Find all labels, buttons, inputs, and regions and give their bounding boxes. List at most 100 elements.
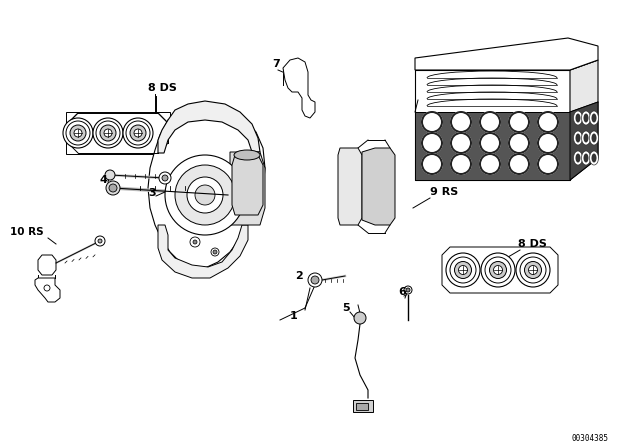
Circle shape bbox=[450, 111, 472, 133]
Circle shape bbox=[193, 240, 197, 244]
Polygon shape bbox=[570, 102, 598, 180]
Circle shape bbox=[159, 172, 171, 184]
Ellipse shape bbox=[74, 129, 82, 137]
Circle shape bbox=[95, 236, 105, 246]
Text: 3: 3 bbox=[148, 188, 156, 198]
Text: 4: 4 bbox=[100, 175, 108, 185]
Polygon shape bbox=[415, 60, 598, 70]
Ellipse shape bbox=[589, 151, 598, 165]
Circle shape bbox=[213, 250, 217, 254]
Polygon shape bbox=[148, 110, 265, 268]
Ellipse shape bbox=[582, 151, 591, 165]
Circle shape bbox=[44, 285, 50, 291]
Circle shape bbox=[510, 113, 528, 131]
Ellipse shape bbox=[70, 125, 86, 141]
Ellipse shape bbox=[582, 111, 591, 125]
Circle shape bbox=[450, 132, 472, 154]
Ellipse shape bbox=[66, 121, 90, 145]
Circle shape bbox=[539, 113, 557, 131]
Circle shape bbox=[508, 111, 530, 133]
Circle shape bbox=[98, 239, 102, 243]
Circle shape bbox=[450, 153, 472, 175]
Circle shape bbox=[106, 181, 120, 195]
Text: 5: 5 bbox=[342, 303, 349, 313]
Circle shape bbox=[423, 134, 441, 152]
Circle shape bbox=[109, 184, 117, 192]
Ellipse shape bbox=[584, 134, 589, 142]
Ellipse shape bbox=[575, 113, 580, 122]
Ellipse shape bbox=[63, 118, 93, 148]
Circle shape bbox=[354, 312, 366, 324]
Circle shape bbox=[537, 111, 559, 133]
Text: 7: 7 bbox=[272, 59, 280, 69]
Circle shape bbox=[211, 248, 219, 256]
Circle shape bbox=[423, 113, 441, 131]
Text: 8 DS: 8 DS bbox=[148, 83, 177, 93]
Circle shape bbox=[479, 111, 501, 133]
Circle shape bbox=[406, 288, 410, 292]
Ellipse shape bbox=[493, 266, 502, 275]
Ellipse shape bbox=[589, 111, 598, 125]
Text: 2: 2 bbox=[295, 271, 303, 281]
Ellipse shape bbox=[591, 134, 596, 142]
Circle shape bbox=[510, 134, 528, 152]
Ellipse shape bbox=[96, 121, 120, 145]
Ellipse shape bbox=[130, 125, 146, 141]
Circle shape bbox=[481, 155, 499, 173]
Circle shape bbox=[452, 113, 470, 131]
Circle shape bbox=[450, 153, 472, 175]
Circle shape bbox=[175, 165, 235, 225]
Ellipse shape bbox=[591, 154, 596, 163]
Polygon shape bbox=[338, 148, 362, 225]
Polygon shape bbox=[362, 148, 395, 225]
Text: 9 RS: 9 RS bbox=[430, 187, 458, 197]
Ellipse shape bbox=[529, 266, 538, 275]
Ellipse shape bbox=[525, 262, 541, 279]
Ellipse shape bbox=[93, 118, 123, 148]
Ellipse shape bbox=[591, 113, 596, 122]
Ellipse shape bbox=[582, 131, 591, 145]
Circle shape bbox=[311, 276, 319, 284]
Polygon shape bbox=[415, 112, 570, 180]
Ellipse shape bbox=[584, 113, 589, 122]
Ellipse shape bbox=[446, 253, 480, 287]
Polygon shape bbox=[415, 70, 570, 180]
Circle shape bbox=[452, 155, 470, 173]
Polygon shape bbox=[415, 38, 598, 70]
Polygon shape bbox=[230, 152, 265, 225]
Ellipse shape bbox=[520, 257, 546, 283]
Text: 8 DS: 8 DS bbox=[518, 239, 547, 249]
Circle shape bbox=[479, 132, 501, 154]
Ellipse shape bbox=[481, 253, 515, 287]
Ellipse shape bbox=[575, 154, 580, 163]
Circle shape bbox=[421, 153, 443, 175]
Circle shape bbox=[537, 111, 559, 133]
Circle shape bbox=[450, 111, 472, 133]
Polygon shape bbox=[158, 225, 248, 278]
Circle shape bbox=[162, 175, 168, 181]
Circle shape bbox=[421, 111, 443, 133]
Ellipse shape bbox=[490, 262, 506, 279]
Circle shape bbox=[452, 134, 470, 152]
Circle shape bbox=[450, 132, 472, 154]
Text: 1: 1 bbox=[290, 311, 298, 321]
Ellipse shape bbox=[573, 111, 582, 125]
Polygon shape bbox=[35, 278, 60, 302]
Ellipse shape bbox=[104, 129, 112, 137]
Polygon shape bbox=[232, 155, 263, 215]
Circle shape bbox=[481, 113, 499, 131]
Ellipse shape bbox=[450, 257, 476, 283]
Circle shape bbox=[537, 153, 559, 175]
Ellipse shape bbox=[100, 125, 116, 141]
Circle shape bbox=[479, 153, 501, 175]
Circle shape bbox=[508, 111, 530, 133]
Circle shape bbox=[404, 286, 412, 294]
Ellipse shape bbox=[584, 154, 589, 163]
Circle shape bbox=[479, 153, 501, 175]
Ellipse shape bbox=[134, 129, 142, 137]
Circle shape bbox=[190, 237, 200, 247]
Circle shape bbox=[423, 155, 441, 173]
Circle shape bbox=[421, 111, 443, 133]
Circle shape bbox=[537, 132, 559, 154]
Polygon shape bbox=[66, 112, 170, 154]
